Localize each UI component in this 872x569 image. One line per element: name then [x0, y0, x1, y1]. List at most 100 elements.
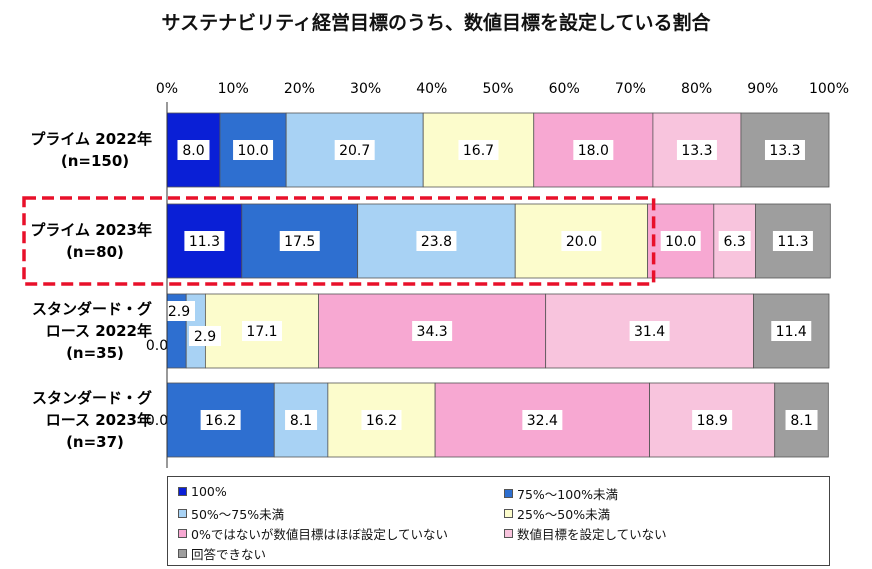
value-label-box [177, 140, 210, 160]
x-tick-label: 100% [809, 81, 849, 97]
value-label-box [458, 140, 499, 160]
value-label: 23.8 [421, 234, 452, 250]
value-label-box [285, 410, 318, 430]
value-label: 0.0 [146, 338, 168, 354]
value-label: 11.3 [777, 234, 808, 250]
value-label-box [163, 301, 195, 321]
legend-swatch [178, 549, 187, 558]
value-label-box [629, 321, 670, 341]
legend-item: 100% [178, 484, 227, 499]
value-label: 18.0 [578, 143, 609, 159]
value-label: 32.4 [527, 413, 558, 429]
value-label: 10.0 [665, 234, 696, 250]
value-label-box [334, 140, 375, 160]
legend-item: 50%～75%未満 [178, 504, 284, 523]
value-label: 10.0 [237, 143, 268, 159]
value-label-box [412, 321, 453, 341]
legend-swatch [178, 509, 187, 518]
legend-label: 0%ではないが数値目標はほぼ設定していない [191, 527, 448, 542]
legend-swatch [504, 529, 513, 538]
category-label: (n=80) [66, 243, 124, 261]
chart-title: サステナビリティ経営目標のうち、数値目標を設定している割合 [161, 12, 711, 34]
value-label-box [772, 231, 813, 251]
value-label: 16.7 [463, 143, 494, 159]
category-label: ロース 2023年 [46, 411, 152, 429]
value-label: 2.9 [194, 329, 216, 345]
legend-swatch [178, 529, 187, 538]
value-label: 20.7 [339, 143, 370, 159]
value-label: 8.1 [290, 413, 312, 429]
category-label: (n=35) [66, 344, 124, 362]
value-label: 8.1 [790, 413, 812, 429]
value-label-box [241, 321, 282, 341]
value-label: 18.9 [697, 413, 728, 429]
legend-label: 100% [191, 484, 227, 499]
value-label-box [361, 410, 402, 430]
stacked-bar-chart: 0% 10% 20% 30% 40% 50% 60% 70% 80% 90% 100% 8.0 10.0… [22, 81, 849, 468]
category-label: プライム 2023年 [30, 221, 152, 239]
value-label: 17.5 [284, 234, 315, 250]
category-label: スタンダード・グ [32, 389, 152, 407]
category-label: ロース 2022年 [46, 322, 152, 340]
x-tick-label: 40% [416, 81, 447, 97]
value-label-box [416, 231, 457, 251]
value-label-box [522, 410, 563, 430]
value-label: 6.3 [724, 234, 746, 250]
value-label-box [279, 231, 320, 251]
value-label: 13.3 [769, 143, 800, 159]
value-label-box [764, 140, 805, 160]
value-label: 13.3 [681, 143, 712, 159]
legend-item: 数値目標を設定していない [504, 524, 667, 543]
value-label: 34.3 [417, 324, 448, 340]
value-label-box [718, 231, 751, 251]
legend-item: 回答できない [178, 544, 266, 563]
legend-swatch [504, 509, 513, 518]
value-label-box [573, 140, 614, 160]
value-label-box [660, 231, 701, 251]
value-label-box [676, 140, 717, 160]
x-tick-label: 70% [615, 81, 646, 97]
value-label-box [233, 140, 274, 160]
legend-label: 25%～50%未満 [517, 507, 611, 522]
x-tick-label: 50% [482, 81, 513, 97]
highlight-box [22, 196, 656, 286]
category-label: スタンダード・グ [32, 300, 152, 318]
value-label: 31.4 [634, 324, 665, 340]
legend-label: 数値目標を設定していない [517, 527, 667, 542]
value-label: 2.9 [168, 304, 190, 320]
x-tick-label: 60% [549, 81, 580, 97]
bar-segment [219, 112, 287, 188]
value-label-box [184, 231, 225, 251]
value-label-box [561, 231, 602, 251]
value-label-box [785, 410, 818, 430]
x-tick-label: 90% [747, 81, 778, 97]
value-label-box [692, 410, 733, 430]
legend-item: 25%～50%未満 [504, 504, 610, 523]
category-label: (n=37) [66, 433, 124, 451]
value-label: 11.4 [776, 324, 807, 340]
legend-swatch [504, 489, 513, 498]
legend-item: 0%ではないが数値目標はほぼ設定していない [178, 524, 448, 543]
legend-label: 50%～75%未満 [191, 507, 285, 522]
x-tick-label: 10% [218, 81, 249, 97]
x-tick-label: 30% [350, 81, 381, 97]
value-label-box [200, 410, 241, 430]
chart-legend: 100% 75%～100%未満 50%～75%未満 25%～50%未満 0%ではないが数… [167, 476, 830, 566]
value-label: 17.1 [246, 324, 277, 340]
value-label-box [189, 326, 221, 346]
category-label: プライム 2022年 [30, 130, 152, 148]
value-label: 11.3 [189, 234, 220, 250]
legend-label: 75%～100%未満 [517, 487, 619, 502]
value-label: 0.0 [146, 413, 168, 429]
x-tick-label: 80% [681, 81, 712, 97]
value-label: 8.0 [182, 143, 204, 159]
legend-item: 75%～100%未満 [504, 484, 618, 503]
legend-swatch [178, 487, 187, 496]
legend-label: 回答できない [191, 547, 267, 562]
value-label: 16.2 [205, 413, 236, 429]
value-label-box [771, 321, 812, 341]
x-tick-label: 0% [156, 81, 178, 97]
category-label: (n=150) [61, 152, 129, 170]
value-label: 20.0 [566, 234, 597, 250]
x-tick-label: 20% [284, 81, 315, 97]
